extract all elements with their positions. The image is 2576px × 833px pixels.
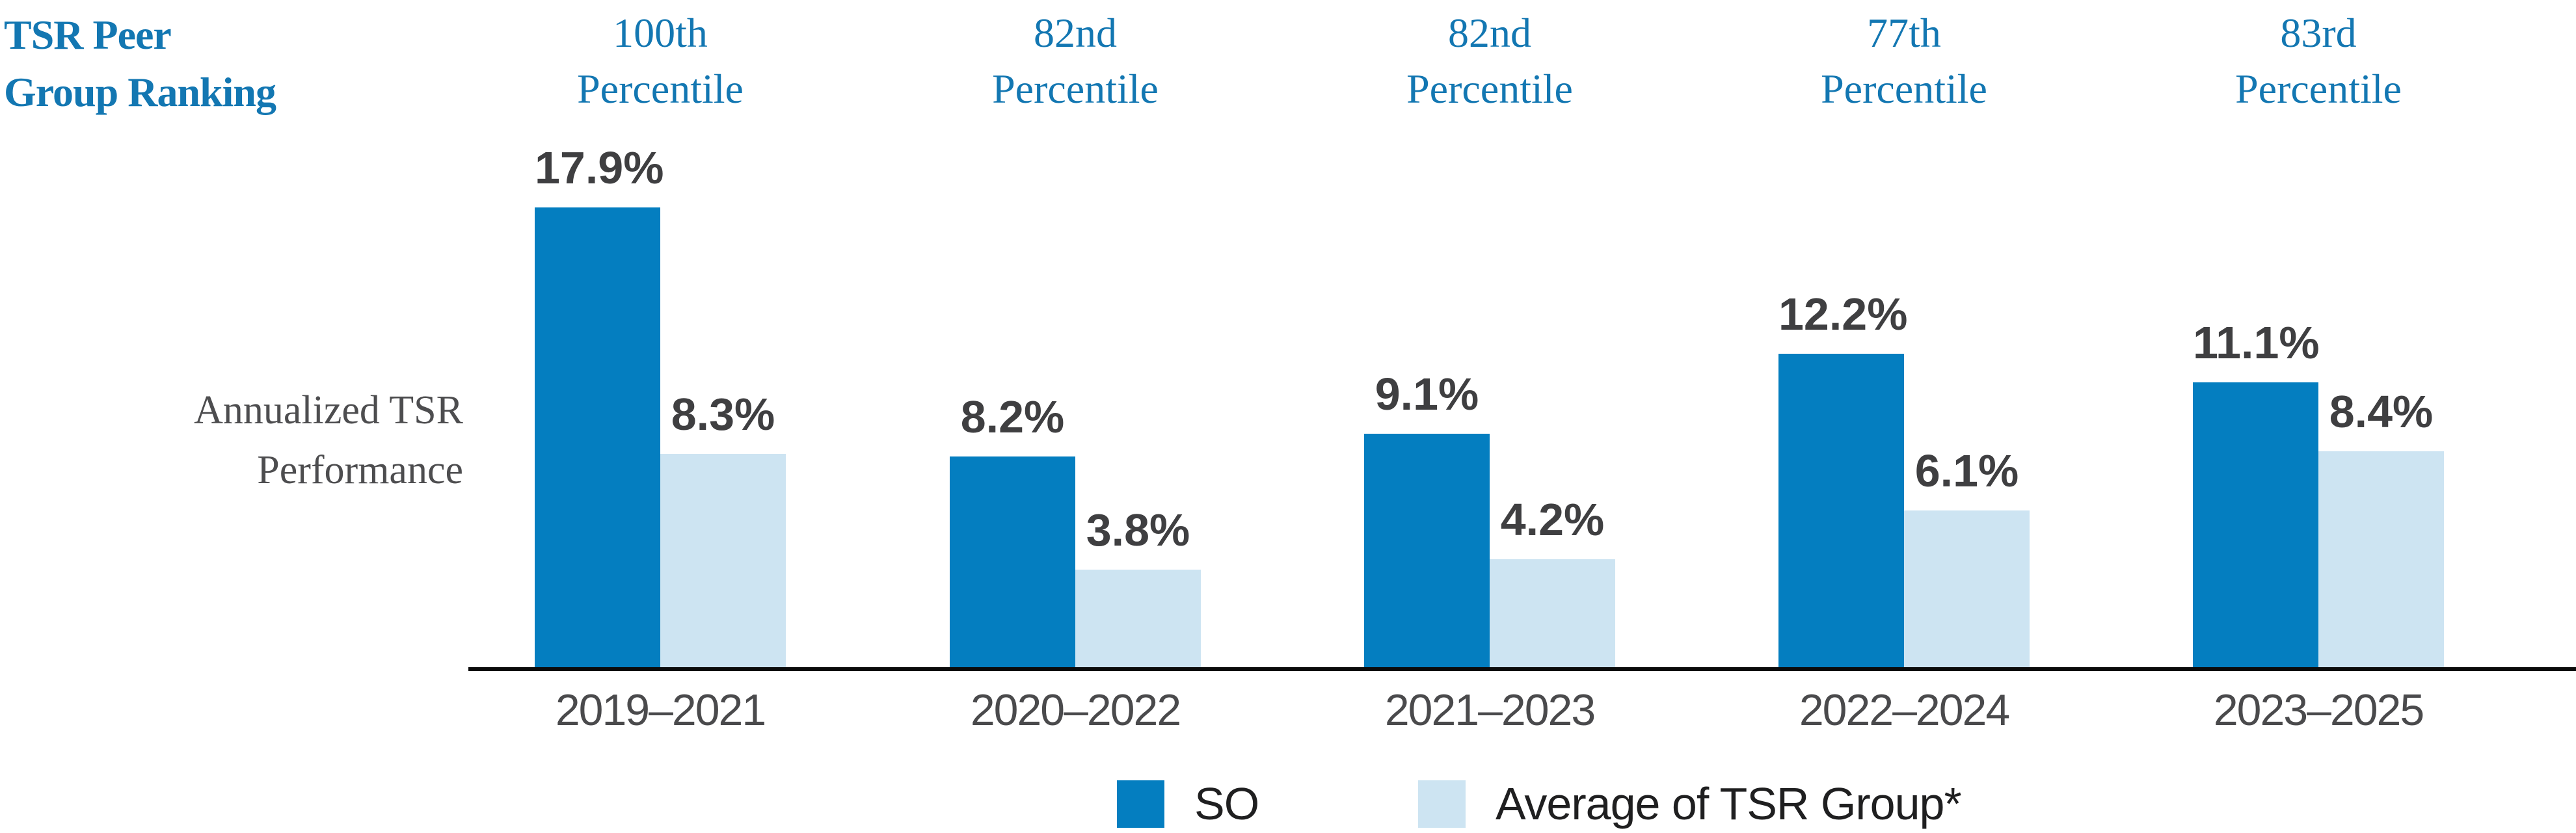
avg-bar bbox=[660, 454, 786, 667]
avg-value-label: 8.4% bbox=[2329, 386, 2434, 438]
legend-item-so: SO bbox=[1117, 780, 1259, 828]
x-axis-label: 2020–2022 bbox=[970, 685, 1181, 735]
y-axis-label: Annualized TSR Performance bbox=[73, 380, 463, 500]
percentile-header: 83rd Percentile bbox=[2123, 5, 2514, 117]
percentile-word: Percentile bbox=[992, 66, 1159, 112]
chart-title: TSR Peer Group Ranking bbox=[4, 7, 276, 121]
so-value-label: 11.1% bbox=[2193, 317, 2320, 368]
avg-bar bbox=[1075, 569, 1201, 667]
so-value-label: 9.1% bbox=[1375, 368, 1479, 419]
x-axis-label: 2021–2023 bbox=[1384, 685, 1596, 735]
chart-title-line2: Group Ranking bbox=[4, 69, 276, 115]
so-bar bbox=[950, 456, 1075, 667]
chart-title-line1: TSR Peer bbox=[4, 12, 172, 58]
so-bar bbox=[1778, 354, 1904, 667]
so-value-label: 17.9% bbox=[535, 142, 664, 193]
legend-so-swatch bbox=[1117, 780, 1164, 828]
percentile-value: 82nd bbox=[1448, 10, 1531, 56]
x-axis-line bbox=[468, 667, 2576, 671]
so-bar bbox=[1364, 433, 1490, 667]
percentile-word: Percentile bbox=[2235, 66, 2402, 112]
percentile-value: 77th bbox=[1867, 10, 1941, 56]
percentile-word: Percentile bbox=[1406, 66, 1573, 112]
legend-so-label: SO bbox=[1194, 778, 1259, 829]
percentile-word: Percentile bbox=[577, 66, 744, 112]
y-axis-label-line2: Performance bbox=[257, 448, 463, 492]
avg-bar bbox=[1490, 559, 1615, 667]
x-axis-label: 2023–2025 bbox=[2213, 685, 2424, 735]
so-bar bbox=[2193, 382, 2318, 667]
avg-value-label: 6.1% bbox=[1914, 445, 2019, 497]
percentile-value: 82nd bbox=[1034, 10, 1117, 56]
percentile-word: Percentile bbox=[1821, 66, 1987, 112]
legend-avg-label: Average of TSR Group* bbox=[1496, 778, 1962, 829]
avg-value-label: 4.2% bbox=[1500, 494, 1605, 546]
so-value-label: 8.2% bbox=[960, 391, 1065, 443]
legend-item-avg: Average of TSR Group* bbox=[1418, 778, 1962, 829]
so-bar bbox=[535, 207, 660, 667]
avg-bar bbox=[2318, 451, 2444, 667]
percentile-header: 77th Percentile bbox=[1709, 5, 2099, 117]
percentile-header: 82nd Percentile bbox=[880, 5, 1270, 117]
percentile-header: 100th Percentile bbox=[465, 5, 855, 117]
avg-value-label: 3.8% bbox=[1086, 504, 1190, 555]
avg-value-label: 8.3% bbox=[671, 389, 775, 440]
legend-avg-swatch bbox=[1418, 780, 1466, 828]
percentile-value: 83rd bbox=[2280, 10, 2357, 56]
avg-bar bbox=[1904, 510, 2030, 667]
percentile-header: 82nd Percentile bbox=[1295, 5, 1685, 117]
percentile-value: 100th bbox=[613, 10, 708, 56]
x-axis-label: 2022–2024 bbox=[1799, 685, 2010, 735]
y-axis-label-line1: Annualized TSR bbox=[194, 388, 463, 432]
so-value-label: 12.2% bbox=[1778, 289, 1908, 340]
x-axis-label: 2019–2021 bbox=[555, 685, 766, 735]
